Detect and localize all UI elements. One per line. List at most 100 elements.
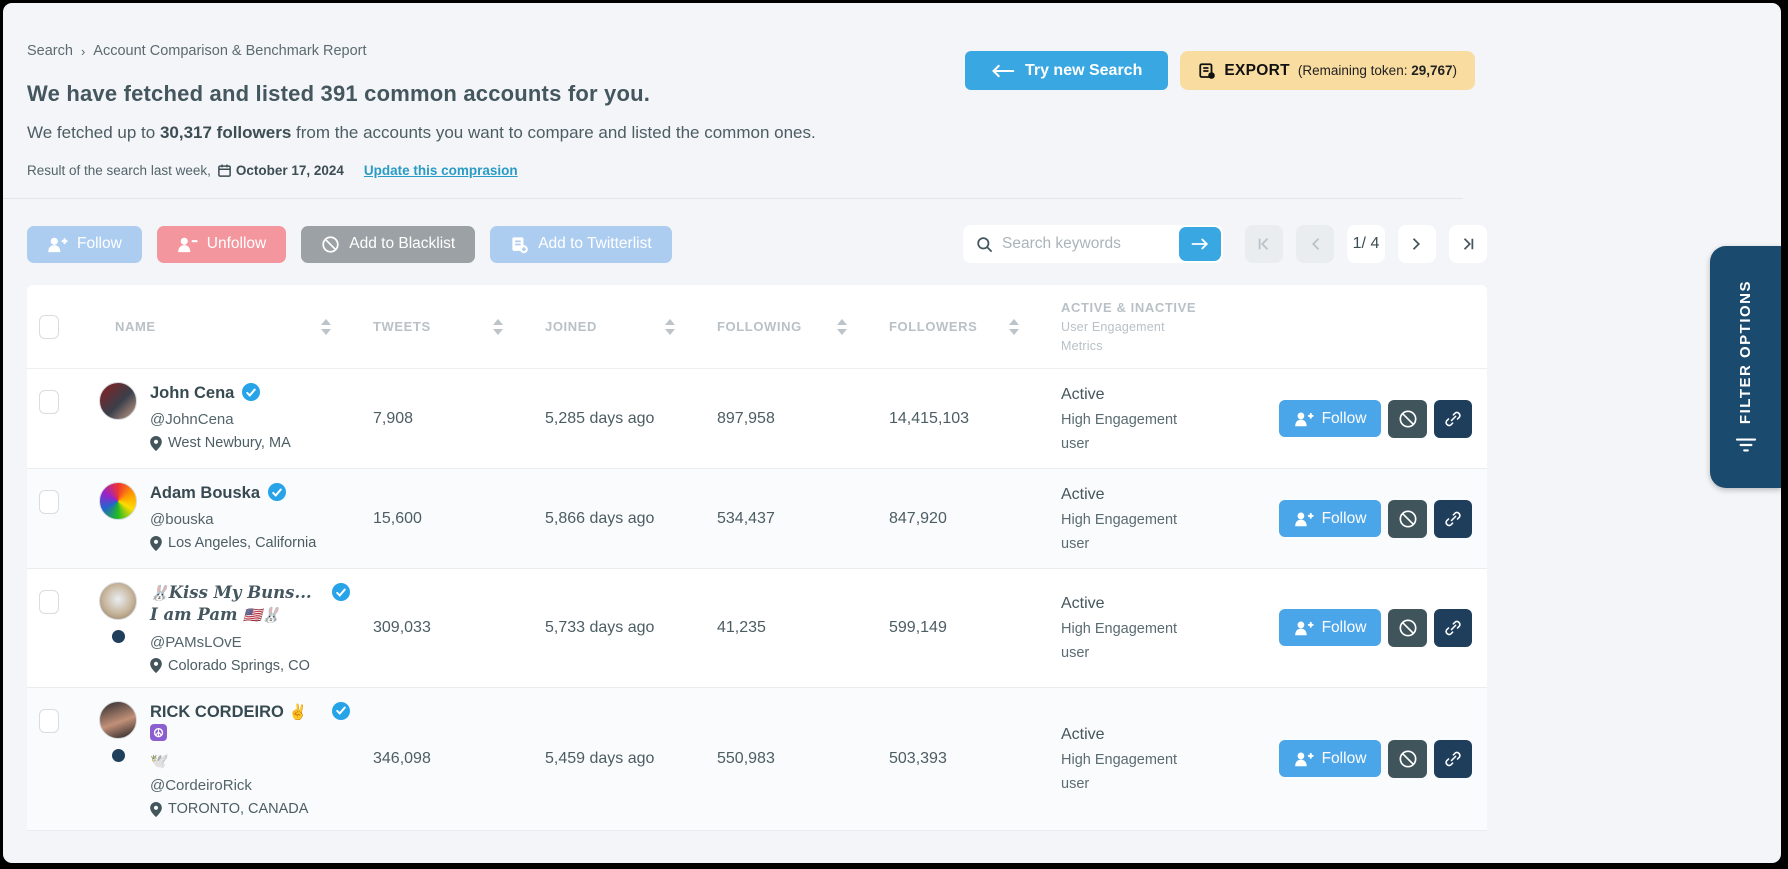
bulk-blacklist-button[interactable]: Add to Blacklist [301, 225, 476, 263]
sort-arrows[interactable] [493, 318, 503, 335]
result-date: October 17, 2024 [217, 163, 344, 178]
table-header-row: NAME TWEETS JOINED FOLLOWING FOLLOWERS A… [27, 285, 1487, 369]
verified-badge-icon [268, 483, 287, 501]
link-button[interactable] [1434, 399, 1472, 438]
bulk-follow-button[interactable]: Follow [27, 225, 142, 263]
row-checkbox[interactable] [39, 590, 59, 614]
ban-icon [1399, 510, 1416, 527]
account-location: West Newbury, MA [150, 435, 291, 451]
follow-button[interactable]: Follow [1279, 740, 1381, 778]
account-name[interactable]: RICK CORDEIRO ✌️ ☮ [150, 702, 308, 742]
report-page: Search › Account Comparison & Benchmark … [3, 3, 1781, 863]
first-page-button[interactable] [1245, 225, 1283, 263]
breadcrumb-separator-icon: › [80, 43, 86, 59]
last-page-icon [1463, 238, 1474, 250]
follow-button[interactable]: Follow [1279, 400, 1381, 437]
person-plus-icon [1294, 512, 1314, 526]
column-header-status: ACTIVE & INACTIVE User Engagement Metric… [1061, 300, 1197, 353]
search-input[interactable] [1002, 235, 1172, 253]
update-comparison-link[interactable]: Update this comprasion [363, 163, 518, 178]
list-plus-icon [512, 236, 529, 253]
account-handle: @PAMsLOvE [150, 633, 242, 651]
column-header-followers[interactable]: FOLLOWERS [873, 318, 1045, 335]
page-subtitle: We fetched up to 30,317 followers from t… [27, 123, 1463, 143]
followers-value: 599,149 [889, 618, 947, 636]
link-icon [1445, 620, 1461, 635]
tweets-value: 15,600 [373, 509, 422, 527]
account-name[interactable]: 🐰Kiss My Buns... I am Pam 🇺🇸🐰 [150, 583, 312, 625]
ban-icon [1399, 750, 1416, 768]
account-name[interactable]: John Cena [150, 384, 235, 402]
try-new-search-label: Try new Search [1024, 61, 1143, 79]
row-checkbox[interactable] [39, 390, 59, 414]
blacklist-button[interactable] [1388, 608, 1427, 647]
search-submit-button[interactable] [1179, 227, 1221, 261]
ban-icon [322, 235, 339, 253]
bulk-twitterlist-button[interactable]: Add to Twitterlist [490, 225, 672, 263]
accounts-table: NAME TWEETS JOINED FOLLOWING FOLLOWERS A… [27, 285, 1487, 832]
sort-arrows[interactable] [321, 318, 331, 335]
row-actions: Follow [1263, 739, 1487, 778]
blacklist-button[interactable] [1388, 499, 1427, 538]
filter-options-tab[interactable]: FILTER OPTIONS [1710, 246, 1781, 488]
blacklist-button[interactable] [1388, 399, 1427, 438]
first-page-icon [1258, 238, 1269, 250]
rabbit-emoji: 🐰 [150, 584, 169, 602]
chevron-right-icon [1412, 238, 1420, 250]
link-button[interactable] [1434, 608, 1472, 647]
bulk-twitterlist-label: Add to Twitterlist [538, 235, 652, 252]
bulk-unfollow-button[interactable]: Unfollow [156, 225, 287, 263]
filter-lines-icon [1735, 438, 1756, 452]
column-header-joined[interactable]: JOINED [529, 318, 701, 335]
location-pin-icon [150, 801, 162, 817]
link-icon [1445, 751, 1461, 767]
column-header-tweets[interactable]: TWEETS [357, 318, 529, 335]
result-date-text: October 17, 2024 [235, 163, 344, 178]
tweets-value: 309,033 [373, 618, 431, 636]
sort-arrows[interactable] [665, 318, 675, 335]
link-icon [1445, 411, 1461, 426]
row-checkbox[interactable] [39, 708, 59, 733]
sort-arrows[interactable] [837, 318, 847, 335]
account-handle: @JohnCena [150, 411, 234, 429]
try-new-search-button[interactable]: Try new Search [964, 51, 1169, 90]
engagement-status: Active High Engagement user [1061, 485, 1178, 552]
breadcrumb-search-link[interactable]: Search [27, 43, 73, 59]
presence-dot [111, 630, 125, 643]
sort-arrows[interactable] [1009, 318, 1019, 335]
back-arrow-icon [992, 64, 1015, 77]
chevron-left-icon [1312, 238, 1320, 250]
select-all-checkbox[interactable] [39, 314, 59, 339]
column-header-following[interactable]: FOLLOWING [701, 318, 873, 335]
blacklist-button[interactable] [1388, 739, 1427, 778]
follow-button[interactable]: Follow [1279, 609, 1381, 647]
row-checkbox[interactable] [39, 490, 59, 514]
joined-value: 5,733 days ago [545, 618, 655, 636]
person-plus-icon [1294, 752, 1314, 767]
link-button[interactable] [1434, 739, 1472, 778]
column-header-name[interactable]: NAME [99, 318, 357, 335]
next-page-button[interactable] [1398, 225, 1436, 263]
avatar [99, 582, 137, 620]
flag-rabbit-emoji: 🇺🇸🐰 [243, 606, 281, 625]
following-value: 550,983 [717, 749, 775, 767]
keyword-search [963, 225, 1223, 263]
verified-badge-icon [332, 701, 350, 720]
prev-page-button[interactable] [1296, 225, 1334, 263]
link-button[interactable] [1434, 499, 1472, 538]
follow-button[interactable]: Follow [1279, 500, 1381, 537]
account-location: Los Angeles, California [150, 535, 316, 551]
row-actions: Follow [1263, 499, 1487, 538]
breadcrumb-current: Account Comparison & Benchmark Report [93, 43, 367, 59]
account-name[interactable]: Adam Bouska [150, 484, 261, 502]
last-page-button[interactable] [1449, 225, 1487, 263]
account-cell: RICK CORDEIRO ✌️ ☮ 🕊️ @CordeiroRick TORO… [99, 700, 357, 817]
result-label: Result of the search last week, [27, 163, 211, 178]
tweets-value: 346,098 [373, 749, 431, 767]
following-value: 41,235 [717, 618, 766, 636]
joined-value: 5,285 days ago [545, 409, 655, 427]
following-value: 897,958 [717, 409, 775, 427]
export-button[interactable]: ? EXPORT (Remaining token: 29,767) [1180, 51, 1475, 90]
breadcrumb: Search › Account Comparison & Benchmark … [27, 43, 1463, 59]
ban-icon [1399, 410, 1416, 427]
